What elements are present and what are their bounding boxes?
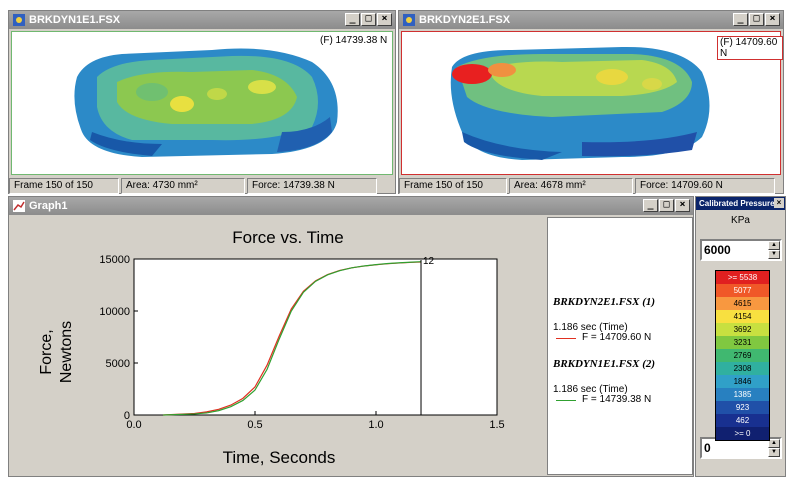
graph-window[interactable]: Graph1 _ □ × Force vs. Time Force, Newto… xyxy=(8,196,694,477)
scale-entry-1: 5077 xyxy=(716,284,769,297)
y-tick-label-2: 10000 xyxy=(99,306,130,318)
minimize-button[interactable]: _ xyxy=(643,199,658,212)
pressure-map-1-image xyxy=(74,48,338,157)
frame-status: Frame 150 of 150 xyxy=(399,178,507,194)
spin-down-icon[interactable]: ▼ xyxy=(768,250,780,259)
scale-entry-7: 2308 xyxy=(716,362,769,375)
plot-frame xyxy=(133,258,498,416)
pressure-panel-title: Calibrated Pressure xyxy=(699,199,775,208)
scale-entry-10: 923 xyxy=(716,401,769,414)
x-tick-label-0: 0.0 xyxy=(126,419,141,431)
legend-series-2-swatch xyxy=(556,400,576,401)
window-2-titlebar[interactable]: BRKDYN2E1.FSX _ □ × xyxy=(399,11,783,29)
legend-series-1-value: F = 14709.60 N xyxy=(582,332,652,343)
y-tick-label-1: 5000 xyxy=(106,358,130,370)
frame-status: Frame 150 of 150 xyxy=(9,178,119,194)
scale-entry-2: 4615 xyxy=(716,297,769,310)
max-pressure-input[interactable] xyxy=(702,241,764,259)
scale-entry-6: 2769 xyxy=(716,349,769,362)
maximize-button[interactable]: □ xyxy=(749,13,764,26)
maximize-button[interactable]: □ xyxy=(361,13,376,26)
pressure-map-2-image xyxy=(450,46,710,160)
legend-pane: BRKDYN2E1.FSX (1) 1.186 sec (Time) F = 1… xyxy=(547,217,693,475)
min-pressure-spinner[interactable]: ▲▼ xyxy=(700,437,782,459)
graph-titlebar[interactable]: Graph1 _ □ × xyxy=(9,197,693,215)
scale-entry-12: >= 0 xyxy=(716,427,769,440)
x-tick-label-3: 1.5 xyxy=(489,419,504,431)
scale-entry-8: 1846 xyxy=(716,375,769,388)
y-tick-label-0: 0 xyxy=(124,410,130,422)
x-axis-label: Time, Seconds xyxy=(223,448,336,467)
legend-series-1-time: 1.186 sec (Time) xyxy=(553,322,628,333)
force-status: Force: 14739.38 N xyxy=(247,178,377,194)
spin-up-icon[interactable]: ▲ xyxy=(768,241,780,250)
force-readout-1: (F) 14739.38 N xyxy=(318,35,390,46)
legend-series-1-swatch xyxy=(556,338,576,339)
legend-series-2-time: 1.186 sec (Time) xyxy=(553,384,628,395)
pressure-window-1[interactable]: BRKDYN1E1.FSX _ □ × (F) 14739.38 N Frame… xyxy=(8,10,396,194)
area-status: Area: 4730 mm² xyxy=(121,178,245,194)
cursor-label: 12 xyxy=(423,256,435,267)
pressure-map-1[interactable] xyxy=(11,31,393,175)
force-status: Force: 14709.60 N xyxy=(635,178,775,194)
status-bar-2: Frame 150 of 150 Area: 4678 mm² Force: 1… xyxy=(399,177,783,195)
chart-title: Force vs. Time xyxy=(232,228,343,247)
legend-series-2-value: F = 14739.38 N xyxy=(582,394,652,405)
close-button[interactable]: × xyxy=(765,13,780,26)
y-tick-label-3: 15000 xyxy=(99,254,130,266)
scale-entry-11: 462 xyxy=(716,414,769,427)
app-icon xyxy=(403,14,415,26)
y-axis-label-line1: Force, xyxy=(38,329,55,374)
maximize-button[interactable]: □ xyxy=(659,199,674,212)
close-button[interactable]: × xyxy=(675,199,690,212)
scale-entry-0: >= 5538 xyxy=(716,271,769,284)
status-bar-1: Frame 150 of 150 Area: 4730 mm² Force: 1… xyxy=(9,177,395,195)
pressure-window-2[interactable]: BRKDYN2E1.FSX _ □ × (F) 14709.60 N Frame… xyxy=(398,10,784,194)
close-button[interactable]: × xyxy=(377,13,392,26)
scale-entry-5: 3231 xyxy=(716,336,769,349)
area-status: Area: 4678 mm² xyxy=(509,178,633,194)
app-icon xyxy=(13,14,25,26)
close-icon[interactable]: × xyxy=(774,198,784,208)
plot-area: 0.0 0.5 1.0 1.5 0 5000 10000 15000 12 xyxy=(99,254,504,431)
force-readout-2: (F) 14709.60 N xyxy=(717,36,783,60)
minimize-button[interactable]: _ xyxy=(345,13,360,26)
legend-series-2-title: BRKDYN1E1.FSX (2) xyxy=(553,358,656,370)
spin-up-icon[interactable]: ▲ xyxy=(768,439,780,448)
pressure-panel-titlebar[interactable]: Calibrated Pressure × xyxy=(696,197,785,210)
max-pressure-spinner[interactable]: ▲▼ xyxy=(700,239,782,261)
window-2-title: BRKDYN2E1.FSX xyxy=(419,14,511,26)
y-axis-label-line2: Newtons xyxy=(58,321,75,383)
graph-title: Graph1 xyxy=(29,200,68,212)
scale-entry-3: 4154 xyxy=(716,310,769,323)
graph-icon xyxy=(13,200,25,212)
window-1-titlebar[interactable]: BRKDYN1E1.FSX _ □ × xyxy=(9,11,395,29)
color-scale: >= 5538 5077 4615 4154 3692 3231 2769 2308 1846 1… xyxy=(715,270,770,441)
x-tick-label-1: 0.5 xyxy=(247,419,262,431)
window-1-title: BRKDYN1E1.FSX xyxy=(29,14,121,26)
unit-label: KPa xyxy=(731,215,750,226)
min-pressure-input[interactable] xyxy=(702,439,764,457)
scale-entry-9: 1385 xyxy=(716,388,769,401)
legend-series-1-title: BRKDYN2E1.FSX (1) xyxy=(553,296,656,308)
x-tick-label-2: 1.0 xyxy=(368,419,383,431)
minimize-button[interactable]: _ xyxy=(733,13,748,26)
series-line-2 xyxy=(163,261,422,416)
scale-entry-4: 3692 xyxy=(716,323,769,336)
force-time-chart[interactable]: Force vs. Time Force, Newtons Time, Seco… xyxy=(11,217,546,475)
spin-down-icon[interactable]: ▼ xyxy=(768,448,780,457)
